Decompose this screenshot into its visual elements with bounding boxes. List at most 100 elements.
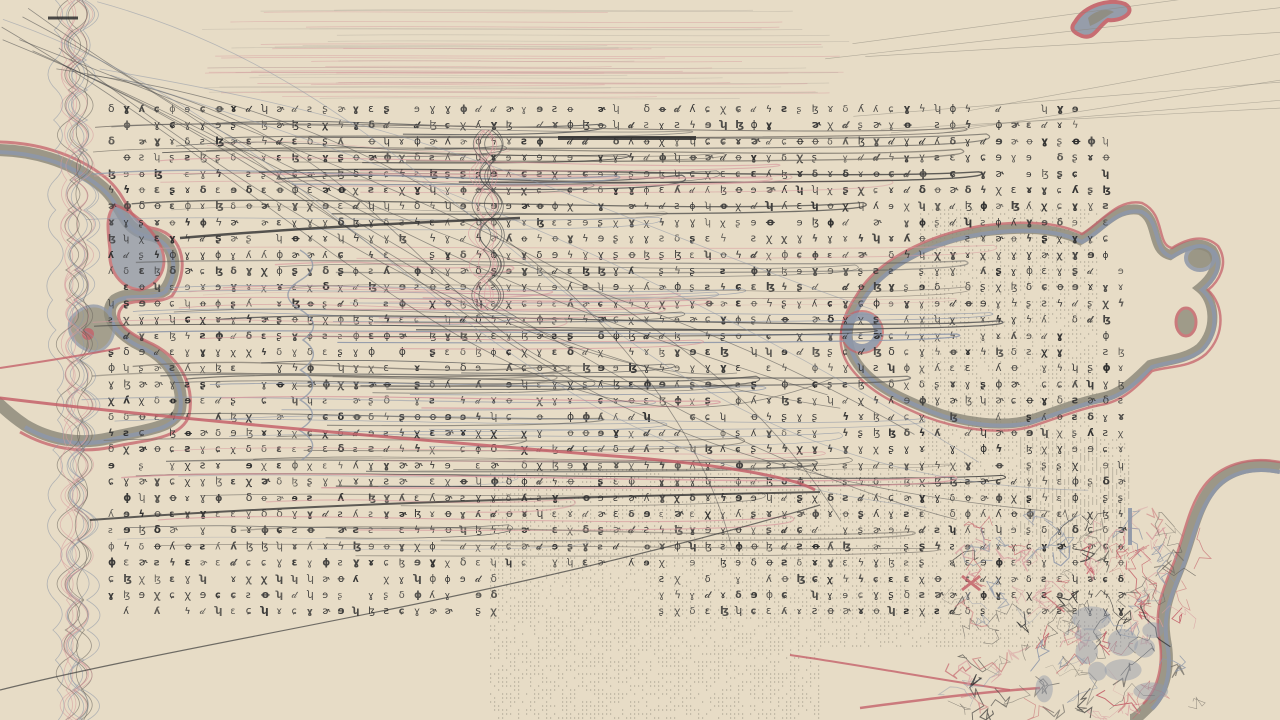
accent-strokes (0, 16, 1132, 710)
glyph-mark: δ (261, 508, 267, 520)
glyph-mark: ꝋ (628, 248, 636, 261)
glyph-mark: ɚ (491, 234, 500, 245)
glyph-mark: ɣ (735, 575, 740, 585)
glyph-mark: ꭓ (337, 377, 345, 390)
glyph-mark: ɸ (108, 541, 115, 552)
glyph-mark: ɛ (552, 509, 557, 520)
glyph-mark: ɣ (720, 525, 726, 536)
glyph-mark: ɤ (460, 428, 467, 439)
glyph-mark: ɕ (858, 296, 864, 309)
glyph-mark: ɚ (1118, 477, 1126, 488)
glyph-mark: ʎ (598, 412, 604, 423)
glyph-mark: ɘ (751, 590, 758, 601)
glyph-mark: ɕ (995, 477, 1001, 488)
glyph-mark: ɣ (689, 525, 696, 536)
tangle-stroke (1035, 625, 1050, 650)
red-diagonal-left (0, 396, 816, 492)
glyph-mark: ɣ (873, 589, 879, 601)
glyph-mark: 𝒹 (567, 136, 574, 147)
glyph-mark: ƨ (383, 428, 388, 439)
glyph-mark: ɕ (705, 412, 710, 423)
glyph-mark: ɣ (1026, 249, 1032, 261)
glyph-mark: ɘ (215, 120, 221, 131)
tangle-stroke (1081, 512, 1105, 532)
glyph-mark: ϟ (1103, 590, 1109, 601)
glyph-mark: ɕ (200, 104, 206, 115)
glyph-mark: ɕ (521, 168, 527, 180)
glyph-mark: ꭓ (995, 183, 1002, 196)
glyph-mark: δ (491, 573, 497, 585)
glyph-mark: ʂ (659, 266, 664, 277)
tangle-stroke (971, 652, 1008, 673)
glyph-mark: ɣ (1041, 558, 1047, 569)
glyph-mark: ɛ (429, 475, 435, 488)
glyph-mark: ɣ (353, 556, 360, 569)
glyph-mark: ꭓ (261, 282, 267, 293)
glyph-mark: ɚ (521, 201, 530, 212)
glyph-mark: ɛ (307, 184, 313, 196)
glyph-mark: ɤ (827, 508, 833, 520)
glyph-mark: ɮ (460, 299, 466, 309)
glyph-mark: ɣ (552, 557, 558, 569)
glyph-mark: ϟ (399, 201, 406, 212)
glyph-mark: ʂ (751, 378, 757, 390)
glyph-mark: ɮ (873, 427, 880, 439)
glyph-mark: ʮ (934, 315, 940, 326)
sweep-line (2, 39, 828, 396)
blob-bottom-right (1129, 460, 1280, 720)
glyph-mark: δ (399, 590, 405, 601)
glyph-mark: ɤ (521, 315, 527, 326)
glyph-mark: ɚ (1041, 250, 1049, 261)
glyph-mark: ϟ (353, 232, 360, 245)
glyph-mark: ɮ (536, 266, 543, 277)
glyph-mark: ʂ (292, 265, 298, 277)
glyph-mark: ɣ (797, 412, 803, 423)
glyph-mark: ɮ (995, 347, 1004, 358)
glyph-mark: ʮ (352, 606, 359, 617)
glyph-mark: ꭓ (505, 298, 513, 309)
glyph-mark: ɣ (888, 281, 895, 293)
glyph-mark: ɘ (108, 460, 115, 471)
glyph-mark: ɸ (200, 218, 207, 228)
glyph-mark: ɤ (185, 494, 190, 504)
glyph-mark: ϟ (1087, 590, 1093, 601)
glyph-mark: ɣ (414, 606, 420, 617)
tangle-stroke (1021, 643, 1031, 661)
glyph-mark: ɛ (230, 509, 235, 520)
scribble-line (162, 150, 630, 164)
glyph-mark: ɕ (720, 135, 726, 147)
glyph-mark: ꭓ (1011, 492, 1018, 504)
glyph-mark: ꝋ (414, 411, 422, 423)
glyph-mark: ƨ (1072, 412, 1078, 423)
dark-bottom-diagonal (0, 504, 821, 691)
glyph-mark: ʎ (429, 590, 435, 601)
glyph-mark: ɣ (521, 250, 527, 261)
scribble-line (91, 169, 621, 186)
glyph-mark: ƨ (200, 331, 206, 342)
tangle-stroke (1074, 690, 1088, 713)
glyph-mark: ɣ (536, 426, 542, 439)
glyph-mark: ɚ (460, 137, 468, 147)
glyph-mark: 𝒹 (536, 118, 544, 131)
glyph-mark: ɤ (429, 509, 435, 520)
glyph-mark: ɣ (1087, 199, 1094, 212)
tangle-stroke (1154, 522, 1183, 537)
glyph-mark: ɮ (353, 217, 360, 228)
glyph-mark: ƨ (154, 558, 160, 569)
glyph-mark: ɣ (628, 215, 635, 228)
glyph-mark: ʎ (873, 493, 879, 504)
glyph-mark: ɣ (552, 396, 558, 407)
glyph-mark: ꭓ (858, 395, 865, 407)
glyph-mark: ɤ (1118, 410, 1125, 423)
glyph-mark: δ (827, 136, 833, 147)
glyph-mark: ꝋ (934, 572, 942, 585)
glyph-mark: ɘ (827, 264, 834, 277)
tangle-stroke (1148, 578, 1158, 600)
glyph-mark: ɣ (827, 330, 834, 342)
glyph-mark: ꭓ (352, 185, 359, 196)
glyph-mark: ʂ (812, 153, 817, 164)
tangle-stroke (947, 700, 971, 715)
glyph-mark: ɘ (674, 315, 680, 326)
tangle-stroke (1136, 593, 1169, 602)
glyph-mark: ɘ (842, 590, 848, 601)
